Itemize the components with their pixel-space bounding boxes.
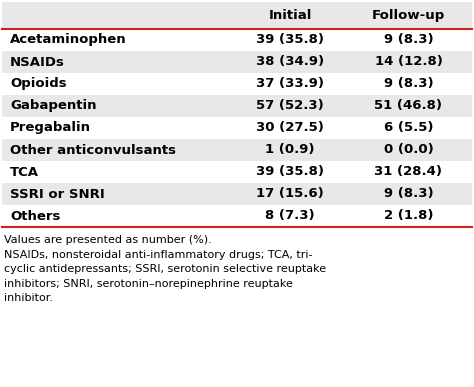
Bar [2, 2, 472, 29]
Text: 17 (15.6): 17 (15.6) [256, 187, 324, 200]
Text: TCA: TCA [10, 166, 39, 178]
Bar [2, 95, 472, 117]
Text: Opioids: Opioids [10, 77, 67, 91]
Bar [2, 205, 472, 227]
Text: 9 (8.3): 9 (8.3) [383, 187, 433, 200]
Text: 14 (12.8): 14 (12.8) [374, 55, 442, 68]
Text: 9 (8.3): 9 (8.3) [383, 34, 433, 46]
Text: NSAIDs, nonsteroidal anti-inflammatory drugs; TCA, tri-: NSAIDs, nonsteroidal anti-inflammatory d… [4, 250, 312, 260]
Text: Other anticonvulsants: Other anticonvulsants [10, 144, 176, 156]
Text: 8 (7.3): 8 (7.3) [265, 209, 315, 223]
Text: 39 (35.8): 39 (35.8) [256, 34, 324, 46]
Text: 2 (1.8): 2 (1.8) [384, 209, 433, 223]
Text: cyclic antidepressants; SSRI, serotonin selective reuptake: cyclic antidepressants; SSRI, serotonin … [4, 264, 326, 274]
Text: Follow-up: Follow-up [372, 9, 445, 22]
Text: 39 (35.8): 39 (35.8) [256, 166, 324, 178]
Text: 30 (27.5): 30 (27.5) [256, 122, 324, 135]
Text: NSAIDs: NSAIDs [10, 55, 65, 68]
Text: 1 (0.9): 1 (0.9) [265, 144, 315, 156]
Bar [2, 161, 472, 183]
Text: 6 (5.5): 6 (5.5) [384, 122, 433, 135]
Text: Values are presented as number (%).: Values are presented as number (%). [4, 235, 212, 245]
Text: Gabapentin: Gabapentin [10, 99, 97, 113]
Text: 31 (28.4): 31 (28.4) [374, 166, 443, 178]
Text: SSRI or SNRI: SSRI or SNRI [10, 187, 105, 200]
Text: Pregabalin: Pregabalin [10, 122, 91, 135]
Bar [2, 117, 472, 139]
Text: 57 (52.3): 57 (52.3) [256, 99, 324, 113]
Text: inhibitors; SNRI, serotonin–norepinephrine reuptake: inhibitors; SNRI, serotonin–norepinephri… [4, 279, 293, 289]
Bar [2, 73, 472, 95]
Text: 51 (46.8): 51 (46.8) [374, 99, 443, 113]
Text: 37 (33.9): 37 (33.9) [256, 77, 324, 91]
Text: 38 (34.9): 38 (34.9) [256, 55, 324, 68]
Text: inhibitor.: inhibitor. [4, 293, 53, 303]
Bar [2, 51, 472, 73]
Text: Initial: Initial [268, 9, 312, 22]
Bar [2, 139, 472, 161]
Bar [2, 29, 472, 51]
Bar [2, 183, 472, 205]
Text: Acetaminophen: Acetaminophen [10, 34, 127, 46]
Text: 0 (0.0): 0 (0.0) [383, 144, 433, 156]
Text: Others: Others [10, 209, 60, 223]
Text: 9 (8.3): 9 (8.3) [383, 77, 433, 91]
